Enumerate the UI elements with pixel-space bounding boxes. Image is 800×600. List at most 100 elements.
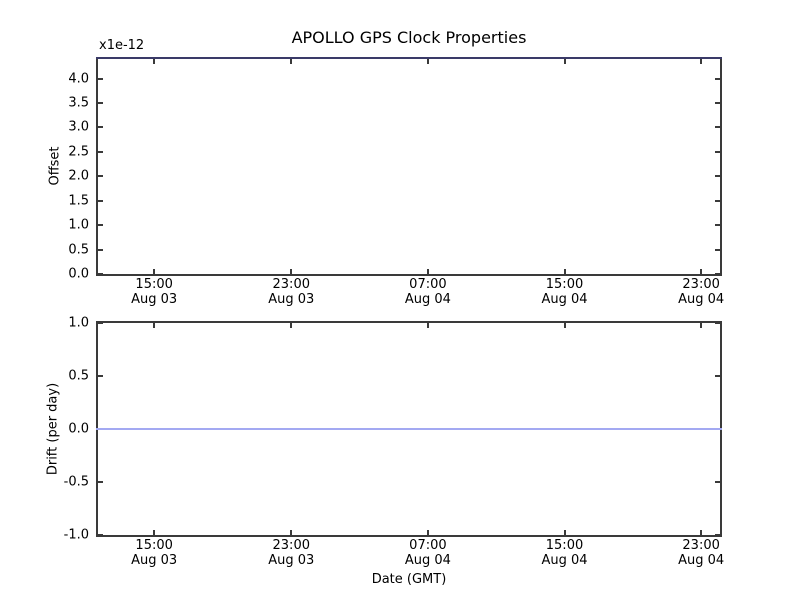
x-tick-label: 15:00 Aug 04 [541, 538, 587, 568]
y-tick-mark-left [98, 150, 103, 153]
offset-axes: 0.0 0.5 1.0 1.5 2.0 2.5 3.0 3.5 4.0 15:00 Aug 03 23… [68, 57, 724, 307]
drift-axes: 1.0 0.5 0.0 -0.5 -1.0 15:00 Aug 03 23:00 Aug 03 0… [64, 317, 725, 569]
y-tick-mark-right [715, 77, 720, 80]
y-tick-mark-right [715, 273, 720, 275]
x-tick-mark-bottom [290, 530, 293, 535]
y-tick-mark-left [98, 322, 103, 324]
x-tick-time: 15:00 [135, 277, 173, 292]
y-tick-label: 2.0 [68, 168, 89, 184]
y-tick-label: 3.0 [68, 119, 89, 135]
x-tick-date: Aug 04 [541, 553, 588, 568]
x-tick-time: 15:00 [545, 277, 584, 292]
x-tick-mark-bottom [700, 269, 703, 274]
y-tick-mark-right [715, 375, 720, 377]
y-tick-mark-right [715, 175, 720, 178]
y-tick-mark-left [98, 101, 103, 104]
y-tick-label: 4.0 [68, 71, 89, 87]
x-tick-date: Aug 04 [678, 553, 725, 568]
y-tick-mark-right [715, 322, 720, 324]
y-tick-mark-left [98, 248, 103, 251]
x-tick-date: Aug 03 [268, 292, 315, 307]
x-tick-time: 23:00 [272, 538, 310, 553]
x-tick-mark-bottom [563, 269, 566, 274]
y-tick-mark-right [715, 101, 720, 104]
x-tick-label: 23:00 Aug 03 [268, 277, 314, 307]
y-tick-label: 3.5 [68, 95, 89, 111]
y-tick-mark-left [98, 224, 103, 227]
x-tick-mark-top [563, 59, 566, 64]
x-tick-date: Aug 03 [131, 292, 178, 307]
y-tick-mark-right [715, 534, 720, 536]
x-tick-label: 15:00 Aug 03 [131, 538, 177, 568]
y-tick-label: -0.5 [63, 474, 89, 490]
x-tick-mark-bottom [700, 530, 703, 535]
x-tick-mark-top [426, 59, 429, 64]
x-tick-label: 23:00 Aug 04 [678, 277, 724, 307]
x-tick-mark-bottom [153, 269, 156, 274]
x-tick-mark-bottom [563, 530, 566, 535]
x-tick-date: Aug 04 [404, 292, 451, 307]
x-tick-label: 07:00 Aug 04 [405, 277, 451, 307]
x-tick-mark-bottom [153, 530, 156, 535]
y-tick-label: 1.0 [68, 315, 89, 331]
y-axis-multiplier-label: x1e-12 [99, 38, 145, 53]
y-tick-mark-right [715, 224, 720, 227]
x-tick-label: 23:00 Aug 04 [678, 538, 724, 568]
x-tick-date: Aug 03 [268, 553, 315, 568]
x-tick-time: 15:00 [545, 538, 584, 553]
x-tick-mark-top [153, 59, 156, 64]
x-tick-mark-top [700, 323, 703, 328]
x-tick-time: 23:00 [682, 538, 720, 553]
x-tick-date: Aug 04 [541, 292, 588, 307]
y-tick-mark-left [98, 126, 103, 129]
x-tick-mark-bottom [426, 269, 429, 274]
x-tick-mark-top [153, 323, 156, 328]
x-tick-mark-top [290, 323, 293, 328]
y-tick-mark-left [98, 199, 103, 202]
x-tick-mark-top [700, 59, 703, 64]
offset-y-axis-label: Offset [47, 146, 63, 186]
x-tick-mark-top [290, 59, 293, 64]
y-tick-label: 0.5 [68, 242, 89, 258]
y-tick-label: 1.0 [68, 217, 89, 233]
x-tick-mark-top [563, 323, 566, 328]
x-tick-time: 07:00 [409, 277, 447, 292]
gps-clock-offset-line [96, 57, 722, 59]
y-tick-mark-right [715, 481, 720, 483]
y-tick-mark-left [98, 273, 103, 275]
x-tick-time: 23:00 [272, 277, 310, 292]
x-tick-time: 15:00 [135, 538, 173, 553]
y-tick-mark-right [715, 126, 720, 129]
y-tick-mark-left [98, 175, 103, 178]
x-tick-time: 07:00 [409, 538, 447, 553]
x-tick-date: Aug 04 [678, 292, 725, 307]
y-tick-mark-left [98, 534, 103, 536]
x-tick-label: 15:00 Aug 04 [541, 277, 587, 307]
y-tick-label: 1.5 [68, 193, 89, 209]
y-tick-label: 0.0 [68, 421, 89, 437]
x-tick-label: 15:00 Aug 03 [131, 277, 177, 307]
y-tick-mark-right [715, 150, 720, 153]
y-tick-mark-left [98, 77, 103, 80]
x-tick-label: 23:00 Aug 03 [268, 538, 314, 568]
x-axis-label: Date (GMT) [371, 572, 447, 587]
x-tick-label: 07:00 Aug 04 [405, 538, 451, 568]
x-tick-mark-bottom [426, 530, 429, 535]
drift-y-axis-label: Drift (per day) [45, 382, 61, 476]
y-tick-mark-right [715, 248, 720, 251]
y-tick-mark-left [98, 481, 103, 483]
x-tick-mark-top [426, 323, 429, 328]
y-tick-mark-left [98, 375, 103, 377]
x-tick-date: Aug 04 [404, 553, 451, 568]
y-tick-label: 2.5 [68, 144, 89, 160]
y-tick-label: 0.5 [68, 368, 89, 384]
y-tick-label: -1.0 [63, 527, 89, 543]
x-tick-date: Aug 03 [131, 553, 178, 568]
chart-title: APOLLO GPS Clock Properties [291, 28, 527, 47]
y-tick-mark-right [715, 199, 720, 202]
gps-clock-drift-line [96, 428, 722, 430]
y-tick-label: 0.0 [68, 266, 89, 282]
x-tick-time: 23:00 [682, 277, 720, 292]
x-tick-mark-bottom [290, 269, 293, 274]
